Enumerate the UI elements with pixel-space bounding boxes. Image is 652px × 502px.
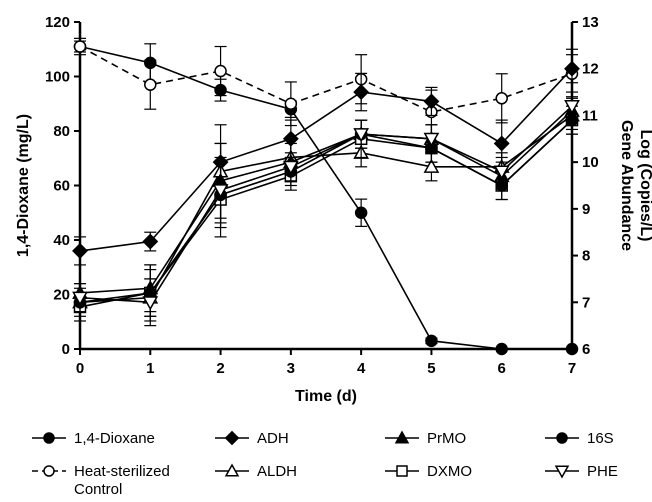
data-point (142, 296, 159, 311)
data-point (493, 135, 510, 152)
x-tick-label: 2 (216, 360, 224, 377)
legend-label: Heat-sterilized (74, 463, 170, 480)
right-axis-title: Gene Abundance (618, 120, 635, 251)
series-line (79, 119, 573, 304)
left-tick-label: 120 (45, 14, 70, 31)
series-line (79, 68, 573, 252)
legend-item-adh: ADH (215, 430, 289, 447)
legend-label: ADH (257, 430, 289, 447)
x-tick-label: 3 (287, 360, 295, 377)
legend-label: PrMO (427, 430, 466, 447)
legend-item-aldh: ALDH (215, 463, 297, 480)
legend-marker (43, 432, 55, 444)
series-layer (72, 37, 580, 356)
left-tick-label: 60 (53, 178, 70, 195)
data-point (495, 92, 508, 105)
data-point (142, 233, 159, 250)
right-tick-label: 10 (582, 154, 599, 171)
x-tick-label: 4 (357, 360, 366, 377)
right-tick-label: 9 (582, 201, 590, 218)
data-point (423, 132, 440, 147)
legend-label: DXMO (427, 463, 472, 480)
x-tick-label: 6 (498, 360, 506, 377)
data-point (423, 158, 440, 173)
legend-marker (43, 465, 55, 477)
data-point (423, 93, 440, 110)
x-tick-label: 0 (76, 360, 84, 377)
legend-label: 16S (587, 430, 614, 447)
left-tick-label: 80 (53, 123, 70, 140)
legend-marker (396, 465, 408, 477)
data-point (564, 100, 580, 115)
legend-label: Control (74, 481, 122, 498)
data-point (353, 128, 370, 143)
legend-marker (394, 430, 410, 444)
right-tick-label: 8 (582, 248, 590, 265)
series-line (79, 45, 572, 350)
series-heat-sterilized-control (73, 37, 579, 135)
right-tick-label: 12 (582, 61, 599, 78)
data-point (73, 40, 87, 53)
data-point (493, 165, 510, 180)
legend-item-16s: 16S (545, 430, 614, 447)
data-point (72, 291, 88, 306)
legend-item-1-4-dioxane: 1,4-Dioxane (32, 430, 155, 447)
series-line (79, 110, 573, 294)
data-point (565, 342, 579, 356)
x-axis-title: Time (d) (295, 388, 357, 405)
legend-item-dxmo: DXMO (385, 463, 472, 480)
legend-label: 1,4-Dioxane (74, 430, 155, 447)
legend-marker (554, 465, 570, 479)
legend-label: ALDH (257, 463, 297, 480)
left-tick-label: 100 (45, 69, 70, 86)
x-tick-label: 7 (568, 360, 576, 377)
right-tick-label: 7 (582, 294, 590, 311)
legend-marker (224, 430, 240, 446)
data-point (284, 97, 298, 110)
data-point (214, 64, 227, 78)
data-point (212, 184, 229, 199)
data-point (495, 342, 508, 356)
series-phe (72, 91, 580, 327)
legend-item-prmo: PrMO (385, 430, 466, 447)
series-line (79, 105, 573, 304)
x-tick-label: 1 (146, 360, 154, 377)
data-point (282, 160, 299, 175)
data-point (564, 60, 580, 77)
series-line (79, 45, 573, 113)
data-point (425, 334, 438, 348)
data-point (354, 206, 368, 219)
right-tick-label: 13 (582, 14, 599, 31)
left-tick-label: 0 (62, 341, 70, 358)
legend: 1,4-Dioxane ADH PrMO 16S Heat-sterilizedCont… (32, 430, 618, 498)
legend-marker (224, 463, 240, 477)
data-point (353, 84, 370, 101)
x-tick-label: 5 (427, 360, 435, 377)
legend-item-phe: PHE (545, 463, 618, 480)
right-tick-label: 11 (582, 107, 598, 124)
left-tick-label: 20 (53, 287, 70, 304)
right-axis-title: Log (Copies/L) (637, 130, 652, 242)
data-point (72, 242, 88, 259)
legend-marker (556, 432, 568, 444)
left-tick-label: 40 (53, 232, 70, 249)
left-axis-title: 1,4-Dioxane (mg/L) (15, 114, 32, 257)
right-tick-label: 6 (582, 341, 590, 358)
legend-label: PHE (587, 463, 618, 480)
data-point (144, 78, 157, 91)
